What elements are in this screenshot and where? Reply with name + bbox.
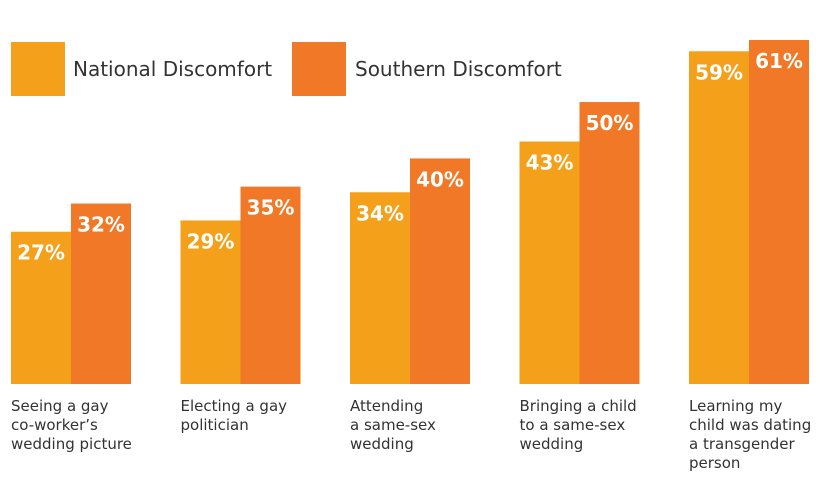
data-label-national-1: 27% <box>17 241 65 265</box>
category-label-5: Learning my child was dating a transgender… <box>689 397 820 473</box>
category-label-line: wedding <box>350 435 414 453</box>
category-label-line: wedding picture <box>11 435 132 453</box>
bar-national-3 <box>350 192 410 384</box>
legend-swatch-southern <box>292 42 346 96</box>
category-label-line: Bringing a child <box>519 397 637 415</box>
category-label-line: Electing a gay <box>180 397 288 415</box>
category-label-line: Attending <box>350 397 424 415</box>
category-label-4: Bringing a child to a same-sex wedding <box>520 397 685 454</box>
bar-national-1 <box>11 231 71 384</box>
bar-southern-4 <box>579 102 640 385</box>
data-label-national-3: 34% <box>356 201 404 225</box>
legend-label-national: National Discomfort <box>73 57 273 81</box>
category-label-line: person <box>689 454 741 472</box>
category-label-3: Attending a same-sex wedding <box>350 397 515 454</box>
category-label-1: Seeing a gay co-worker’s wedding picture <box>11 397 176 454</box>
category-label-line: Seeing a gay <box>11 397 109 415</box>
category-label-line: politician <box>180 416 249 434</box>
bar-national-4 <box>519 141 580 384</box>
bar-southern-1 <box>71 203 131 384</box>
bar-southern-5 <box>749 40 809 384</box>
legend-swatch-national <box>11 42 65 96</box>
bar-national-5 <box>689 51 749 385</box>
legend-label-southern: Southern Discomfort <box>355 57 562 81</box>
data-label-national-2: 29% <box>187 229 235 253</box>
data-label-southern-3: 40% <box>416 167 464 191</box>
data-label-southern-5: 61% <box>755 49 803 73</box>
category-label-line: to a same-sex <box>519 416 626 434</box>
category-label-line: Learning my <box>689 397 783 415</box>
bar-southern-2 <box>240 186 301 384</box>
bar-national-2 <box>180 220 241 384</box>
category-label-line: child was dating <box>689 416 812 434</box>
category-label-2: Electing a gay politician <box>181 397 346 435</box>
data-label-national-5: 59% <box>695 60 743 84</box>
category-label-line: wedding <box>519 435 584 453</box>
category-label-line: a transgender <box>689 435 795 453</box>
category-label-line: co-worker’s <box>11 416 98 434</box>
bar-southern-3 <box>410 158 470 384</box>
data-label-southern-4: 50% <box>586 111 634 135</box>
data-label-southern-1: 32% <box>77 213 125 237</box>
data-label-national-4: 43% <box>526 151 574 175</box>
category-label-line: a same-sex <box>350 416 436 434</box>
data-label-southern-2: 35% <box>247 196 295 220</box>
